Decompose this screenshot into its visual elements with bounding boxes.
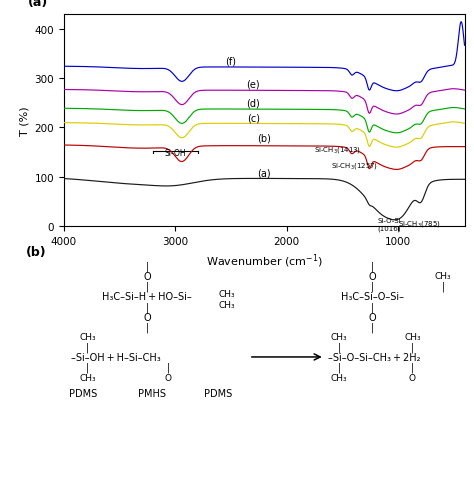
Text: |: | xyxy=(146,261,148,271)
Text: |: | xyxy=(337,362,340,373)
Text: O: O xyxy=(143,312,151,322)
Text: H₃C–Si–H + HO–Si–: H₃C–Si–H + HO–Si– xyxy=(102,292,192,302)
Text: O: O xyxy=(143,271,151,281)
Text: |: | xyxy=(86,342,89,352)
Text: (e): (e) xyxy=(246,80,260,90)
Text: Si-CH$_3$(1413): Si-CH$_3$(1413) xyxy=(314,144,361,154)
Text: |: | xyxy=(371,322,374,333)
Text: CH₃: CH₃ xyxy=(330,373,347,382)
Text: |: | xyxy=(146,322,148,333)
Text: –Si–O–Si–CH₃ + 2H₂: –Si–O–Si–CH₃ + 2H₂ xyxy=(328,352,421,362)
Text: |: | xyxy=(371,281,374,292)
Text: (b): (b) xyxy=(257,134,271,143)
Text: (b): (b) xyxy=(26,245,47,258)
Text: |: | xyxy=(411,362,414,373)
Y-axis label: T (%): T (%) xyxy=(19,106,29,136)
Text: PMHS: PMHS xyxy=(137,388,166,399)
Text: CH₃: CH₃ xyxy=(219,301,236,309)
Text: |: | xyxy=(337,342,340,352)
Text: O: O xyxy=(368,271,376,281)
Text: CH₃: CH₃ xyxy=(330,332,347,341)
Text: –Si–OH + H–Si–CH₃: –Si–OH + H–Si–CH₃ xyxy=(71,352,161,362)
Text: |: | xyxy=(371,261,374,271)
Text: CH₃: CH₃ xyxy=(79,332,96,341)
Text: Si-OH: Si-OH xyxy=(164,148,186,157)
Text: (d): (d) xyxy=(246,99,260,108)
Text: |: | xyxy=(411,342,414,352)
Text: O: O xyxy=(409,373,416,382)
Text: CH₃: CH₃ xyxy=(435,272,452,281)
Text: (f): (f) xyxy=(225,57,237,66)
Text: Si-O-Si
(1016): Si-O-Si (1016) xyxy=(377,218,401,231)
Text: O: O xyxy=(165,373,172,382)
X-axis label: Wavenumber (cm$^{-1}$): Wavenumber (cm$^{-1}$) xyxy=(206,252,323,270)
Text: (a): (a) xyxy=(28,0,48,9)
Text: |: | xyxy=(167,362,170,373)
Text: |: | xyxy=(371,302,374,312)
Text: |: | xyxy=(146,281,148,292)
Text: |: | xyxy=(86,362,89,373)
Text: (c): (c) xyxy=(246,113,260,123)
Text: CH₃: CH₃ xyxy=(79,373,96,382)
Text: CH₃: CH₃ xyxy=(404,332,421,341)
Text: PDMS: PDMS xyxy=(69,388,97,399)
Text: (a): (a) xyxy=(257,168,271,179)
Text: PDMS: PDMS xyxy=(204,388,232,399)
Text: Si-CH$_3$(1257): Si-CH$_3$(1257) xyxy=(331,160,378,170)
Text: H₃C–Si–O–Si–: H₃C–Si–O–Si– xyxy=(341,292,403,302)
Text: |: | xyxy=(146,302,148,312)
Text: Si-CH$_3$(785): Si-CH$_3$(785) xyxy=(398,219,440,228)
Text: |: | xyxy=(442,281,445,292)
Text: O: O xyxy=(368,312,376,322)
Text: CH₃: CH₃ xyxy=(219,290,236,299)
